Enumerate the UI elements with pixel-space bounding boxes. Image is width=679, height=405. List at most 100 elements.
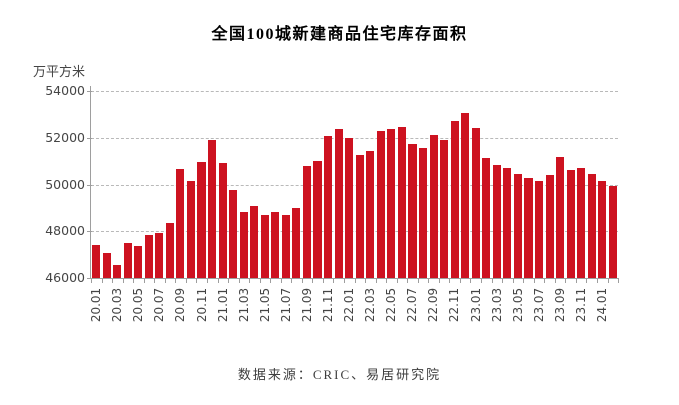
x-tick-mark bbox=[344, 279, 345, 283]
x-tick-mark bbox=[365, 279, 366, 283]
bar-23.09 bbox=[556, 156, 565, 278]
x-tick-mark bbox=[596, 279, 598, 283]
x-tick-mark bbox=[491, 279, 493, 283]
bar-22.03 bbox=[366, 151, 375, 278]
y-tick-mark bbox=[87, 91, 92, 92]
x-tick-mark bbox=[375, 279, 377, 283]
bar-24.02 bbox=[608, 186, 617, 278]
x-tick-mark bbox=[438, 279, 440, 283]
bar-21.01 bbox=[218, 163, 227, 278]
bar-23.12 bbox=[587, 174, 596, 278]
x-tick-mark bbox=[175, 279, 177, 283]
bar-20.06 bbox=[144, 235, 153, 278]
bar-23.03 bbox=[492, 165, 501, 278]
bar-21.03 bbox=[239, 212, 248, 278]
gridline-48000 bbox=[91, 231, 618, 233]
bar-23.11 bbox=[577, 167, 586, 278]
bar-21.10 bbox=[313, 161, 322, 278]
y-tick-mark bbox=[87, 184, 92, 186]
y-tick-label-48000: 48000 bbox=[45, 223, 85, 239]
bar-20.05 bbox=[134, 246, 143, 278]
x-tick-mark bbox=[396, 279, 398, 283]
y-tick-label-46000: 46000 bbox=[45, 270, 85, 285]
x-tick-mark bbox=[291, 279, 293, 283]
bar-22.05 bbox=[387, 129, 396, 278]
bar-22.04 bbox=[376, 131, 385, 278]
x-tick-mark bbox=[249, 279, 251, 283]
x-tick-mark bbox=[196, 279, 198, 283]
bar-20.08 bbox=[165, 223, 174, 278]
x-tick-mark bbox=[143, 279, 145, 283]
bar-22.12 bbox=[461, 112, 470, 278]
x-tick-mark bbox=[407, 279, 409, 283]
y-tick-mark bbox=[87, 278, 92, 279]
x-tick-mark bbox=[565, 279, 567, 283]
y-tick-label-54000: 54000 bbox=[45, 83, 85, 98]
x-tick-mark bbox=[301, 279, 303, 283]
bar-20.01 bbox=[92, 245, 101, 278]
bar-23.07 bbox=[534, 180, 544, 278]
bar-22.06 bbox=[397, 127, 406, 278]
x-tick-mark bbox=[449, 279, 451, 283]
bar-22.07 bbox=[408, 143, 417, 278]
bar-23.01 bbox=[471, 128, 480, 278]
x-tick-mark bbox=[386, 279, 388, 283]
x-tick-mark bbox=[259, 279, 261, 283]
x-tick-mark bbox=[312, 279, 314, 283]
bar-23.02 bbox=[482, 157, 491, 278]
x-tick-mark bbox=[470, 279, 472, 283]
bar-23.06 bbox=[524, 177, 533, 278]
x-tick-label-24.01: 24.01 bbox=[595, 287, 610, 323]
bar-20.02 bbox=[102, 252, 111, 278]
bar-22.02 bbox=[355, 155, 364, 278]
x-tick-mark bbox=[607, 279, 609, 283]
x-tick-mark bbox=[554, 279, 556, 283]
x-tick-mark bbox=[91, 279, 92, 283]
x-tick-mark bbox=[481, 279, 482, 283]
bar-22.10 bbox=[440, 140, 449, 278]
bar-23.08 bbox=[545, 175, 554, 278]
bar-21.11 bbox=[324, 135, 333, 278]
x-tick-mark bbox=[586, 279, 588, 283]
bar-20.04 bbox=[123, 242, 132, 278]
y-tick-mark bbox=[87, 231, 92, 233]
x-tick-mark bbox=[354, 279, 356, 283]
data-source-note: 数据来源：CRIC、易居研究院 bbox=[237, 367, 442, 382]
x-axis-line bbox=[90, 278, 619, 279]
x-tick-mark bbox=[533, 279, 535, 283]
x-tick-mark bbox=[164, 279, 166, 283]
x-tick-mark bbox=[417, 279, 419, 283]
x-tick-mark bbox=[270, 279, 272, 283]
bar-21.02 bbox=[229, 189, 238, 278]
bar-20.11 bbox=[197, 162, 206, 278]
x-tick-mark bbox=[544, 279, 546, 283]
x-tick-mark bbox=[512, 279, 514, 283]
x-tick-mark bbox=[428, 279, 430, 283]
x-tick-mark bbox=[333, 279, 335, 283]
bar-22.09 bbox=[429, 135, 438, 278]
x-tick-mark bbox=[217, 279, 219, 283]
bar-20.12 bbox=[208, 139, 217, 278]
bar-22.11 bbox=[450, 120, 459, 278]
x-tick-mark bbox=[133, 279, 135, 283]
gridline-52000 bbox=[91, 137, 618, 139]
x-tick-mark bbox=[112, 279, 114, 283]
bar-22.01 bbox=[345, 137, 354, 278]
bar-23.10 bbox=[566, 169, 575, 278]
x-tick-mark bbox=[575, 279, 577, 283]
x-tick-mark bbox=[185, 279, 187, 283]
x-tick-mark bbox=[618, 279, 619, 283]
bar-20.09 bbox=[176, 168, 185, 278]
bar-23.05 bbox=[513, 174, 522, 278]
bar-21.09 bbox=[302, 166, 312, 278]
bar-21.12 bbox=[334, 129, 343, 278]
y-tick-label-50000: 50000 bbox=[45, 176, 85, 192]
bar-21.07 bbox=[281, 214, 290, 278]
bar-23.04 bbox=[503, 168, 512, 278]
bar-21.04 bbox=[250, 206, 259, 278]
y-axis-line bbox=[90, 86, 91, 278]
gridline-54000 bbox=[91, 91, 618, 92]
x-tick-mark bbox=[228, 279, 229, 283]
bar-20.07 bbox=[155, 233, 164, 278]
